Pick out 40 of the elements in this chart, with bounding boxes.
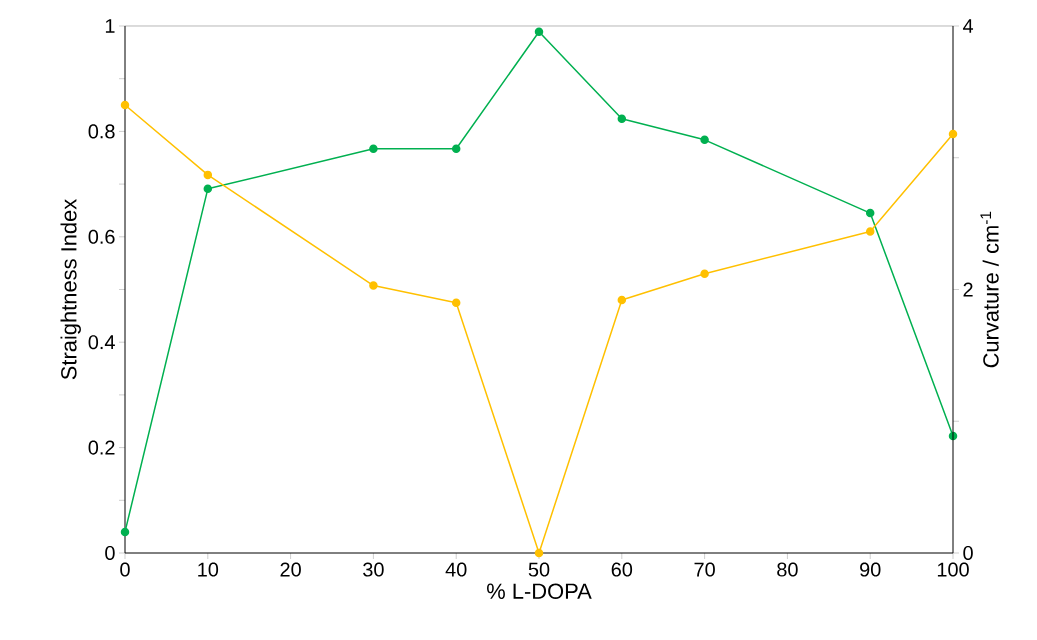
y-tick-label: 0.6 (88, 229, 115, 244)
x-tick-label: 90 (860, 562, 881, 577)
x-tick-label: 60 (611, 562, 633, 577)
x-tick-label: 40 (445, 562, 467, 577)
x-axis-title: % L-DOPA (487, 583, 592, 599)
y2-tick-label: 4 (962, 19, 974, 33)
point (617, 295, 627, 305)
y-tick-label: 0.4 (88, 335, 115, 350)
point (700, 135, 709, 145)
y-axis-title: Straightness Index (60, 199, 81, 380)
x-tick-label: 100 (937, 562, 969, 577)
point (948, 129, 958, 139)
point (617, 114, 627, 123)
point (120, 527, 130, 537)
y-tick-label: 0 (105, 545, 115, 561)
y-tick-label: 1 (105, 19, 115, 33)
point (534, 548, 544, 558)
y-tick-label: 0.2 (88, 440, 115, 455)
point (369, 281, 378, 290)
y2-axis-title: Curvature / cm$^{-1}$ (980, 211, 999, 368)
x-tick-label: 20 (280, 562, 301, 577)
y2-tick-label: 2 (963, 282, 973, 297)
x-tick-label: 50 (528, 562, 550, 577)
x-tick-label: 80 (777, 562, 798, 577)
point (203, 170, 213, 180)
point (534, 27, 544, 37)
point (700, 269, 709, 278)
point (369, 144, 378, 154)
x-tick-label: 10 (198, 562, 219, 577)
point (203, 184, 213, 194)
point (865, 227, 875, 236)
point (865, 208, 875, 218)
x-tick-label: 30 (363, 562, 384, 577)
y-tick-label: 0.8 (88, 124, 115, 139)
x-tick-label: 70 (694, 562, 715, 577)
point (451, 298, 461, 307)
y2-tick-label: 0 (963, 545, 973, 561)
x-tick-label: 0 (120, 562, 130, 577)
point (120, 100, 130, 110)
point (451, 144, 461, 154)
